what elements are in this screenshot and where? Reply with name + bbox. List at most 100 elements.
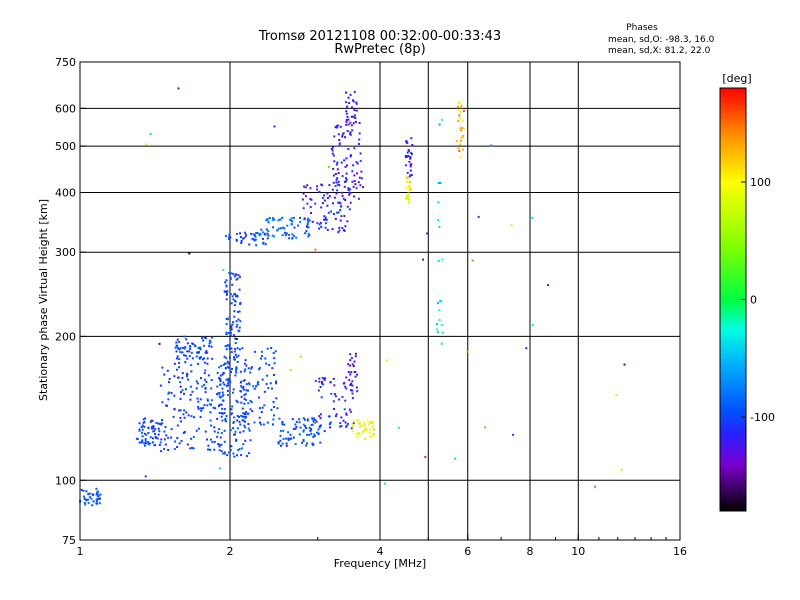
data-point: [354, 120, 357, 123]
data-point: [272, 401, 275, 403]
data-point: [263, 390, 266, 393]
data-point: [337, 201, 340, 204]
data-point: [208, 342, 211, 345]
data-point: [339, 425, 341, 428]
data-point: [318, 377, 321, 380]
data-point: [235, 369, 237, 372]
data-point: [335, 413, 338, 416]
data-point: [210, 438, 212, 441]
data-point: [237, 354, 240, 357]
data-point: [326, 192, 329, 195]
data-point: [362, 430, 364, 433]
data-point: [189, 347, 192, 350]
data-point: [321, 184, 324, 187]
data-point: [308, 234, 311, 237]
data-point: [245, 455, 248, 457]
data-point: [333, 160, 336, 163]
data-point: [87, 501, 90, 504]
data-point: [242, 388, 245, 391]
data-point: [321, 382, 323, 385]
data-point: [343, 185, 346, 188]
data-point: [189, 398, 192, 401]
data-point: [351, 392, 354, 395]
data-point: [155, 421, 158, 424]
data-point: [409, 157, 412, 160]
data-point: [229, 413, 232, 416]
data-point: [217, 392, 220, 395]
data-point: [182, 432, 185, 434]
data-point: [459, 110, 462, 113]
data-point: [406, 195, 409, 198]
data-point: [184, 346, 187, 349]
data-point: [363, 424, 366, 427]
data-point: [223, 412, 226, 415]
data-point: [248, 243, 251, 246]
data-point: [344, 180, 347, 183]
data-point: [340, 191, 343, 194]
data-point: [272, 217, 275, 219]
data-point: [85, 490, 88, 493]
data-point: [331, 228, 334, 231]
data-point: [345, 425, 348, 428]
data-point: [282, 429, 285, 432]
data-point: [266, 232, 269, 235]
data-point: [247, 402, 250, 405]
data-point: [316, 185, 318, 188]
data-point: [334, 173, 337, 175]
data-point: [223, 408, 226, 411]
data-point: [457, 119, 460, 122]
data-point: [249, 408, 252, 411]
y-tick-label: 300: [55, 246, 76, 259]
data-point: [225, 298, 228, 301]
data-point: [219, 374, 222, 377]
data-point: [305, 230, 308, 233]
data-point: [247, 452, 250, 455]
data-point: [409, 156, 412, 159]
data-point: [311, 423, 314, 426]
data-point: [316, 222, 319, 225]
data-point: [346, 164, 348, 167]
data-point: [348, 102, 351, 105]
data-point: [227, 362, 230, 365]
data-point: [308, 433, 311, 436]
data-point: [311, 417, 314, 420]
data-point: [221, 395, 224, 398]
data-point: [229, 429, 232, 431]
data-point: [531, 324, 534, 326]
data-point: [266, 421, 269, 424]
data-point: [356, 419, 359, 422]
data-point: [91, 504, 94, 507]
data-point: [236, 232, 238, 235]
data-point: [457, 102, 460, 104]
data-point: [351, 384, 354, 387]
data-point: [228, 356, 231, 359]
data-point: [230, 302, 233, 305]
data-point: [408, 185, 410, 188]
data-point: [236, 361, 239, 363]
data-point: [260, 411, 263, 413]
data-point: [208, 339, 211, 342]
data-point: [324, 218, 327, 221]
y-tick-label: 100: [55, 474, 76, 487]
data-point: [204, 369, 207, 372]
data-point: [233, 275, 236, 278]
data-point: [160, 450, 163, 453]
data-point: [238, 326, 241, 329]
data-point: [344, 199, 347, 201]
data-point: [327, 211, 330, 214]
data-point: [295, 425, 298, 428]
data-point: [426, 232, 429, 235]
data-point: [406, 194, 409, 197]
data-point: [353, 174, 356, 177]
data-point: [355, 187, 358, 190]
data-point: [407, 198, 410, 201]
data-point: [232, 298, 235, 301]
data-point: [218, 366, 221, 369]
data-point: [358, 138, 361, 141]
data-point: [222, 452, 225, 455]
data-point: [96, 491, 98, 494]
data-point: [243, 362, 246, 365]
data-point: [255, 232, 258, 235]
data-point: [299, 216, 301, 219]
data-point: [349, 353, 352, 356]
